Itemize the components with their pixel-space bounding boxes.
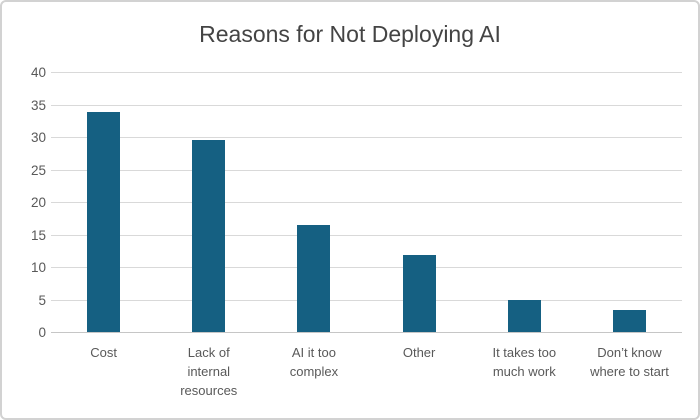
- y-tick-label: 20: [30, 195, 46, 210]
- bar: [192, 139, 226, 332]
- gridline: [51, 234, 682, 236]
- chart-title: Reasons for Not Deploying AI: [199, 21, 501, 47]
- bar: [507, 300, 541, 332]
- gridline: [51, 137, 682, 138]
- x-tick-label-line: Cost: [90, 345, 117, 360]
- y-tick-label: 10: [30, 260, 46, 275]
- x-tick-label-line: AI it too: [291, 345, 336, 360]
- x-tick-label-line: Don’t know: [597, 345, 662, 360]
- bar: [402, 255, 436, 332]
- x-tick-label: It takes too much work: [472, 343, 577, 400]
- x-tick-label-line: internal: [187, 364, 231, 379]
- x-tick-label: AI it too complex: [261, 343, 366, 400]
- y-tick-label: 30: [30, 130, 46, 145]
- x-tick-label-line: much work: [492, 364, 556, 379]
- x-tick-label: Cost: [51, 343, 156, 400]
- plot-area: [51, 72, 682, 333]
- y-tick-label: 0: [38, 325, 46, 340]
- y-tick-label: 15: [30, 227, 46, 243]
- gridline: [51, 299, 682, 301]
- bar: [87, 112, 121, 332]
- x-tick-label-line: resources: [180, 383, 238, 398]
- gridline: [51, 202, 682, 203]
- x-axis-labels: Cost Lack of internal resources AI it too com…: [51, 343, 682, 400]
- y-tick-label: 40: [30, 65, 46, 80]
- y-tick-label: 5: [38, 292, 46, 308]
- x-tick-label-line: Lack of: [187, 345, 230, 360]
- x-tick-label: Other: [367, 343, 472, 400]
- x-tick-label: Lack of internal resources: [156, 343, 261, 400]
- gridline: [51, 104, 682, 106]
- x-tick-label-line: It takes too: [492, 345, 557, 360]
- bar: [612, 309, 646, 332]
- gridline: [51, 169, 682, 171]
- bar: [297, 224, 331, 332]
- gridline: [51, 267, 682, 268]
- x-axis-line: [51, 332, 682, 333]
- x-tick-label-line: complex: [289, 364, 339, 379]
- y-axis-labels: 0 5 10 15 20 25 30 35 40: [10, 65, 46, 340]
- x-tick-label-line: Other: [402, 345, 436, 360]
- gridline: [51, 72, 682, 73]
- x-tick-label: Don’t know where to start: [577, 343, 682, 400]
- x-tick-label-line: where to start: [590, 364, 669, 379]
- y-tick-label: 25: [30, 162, 46, 178]
- y-tick-label: 35: [30, 97, 46, 113]
